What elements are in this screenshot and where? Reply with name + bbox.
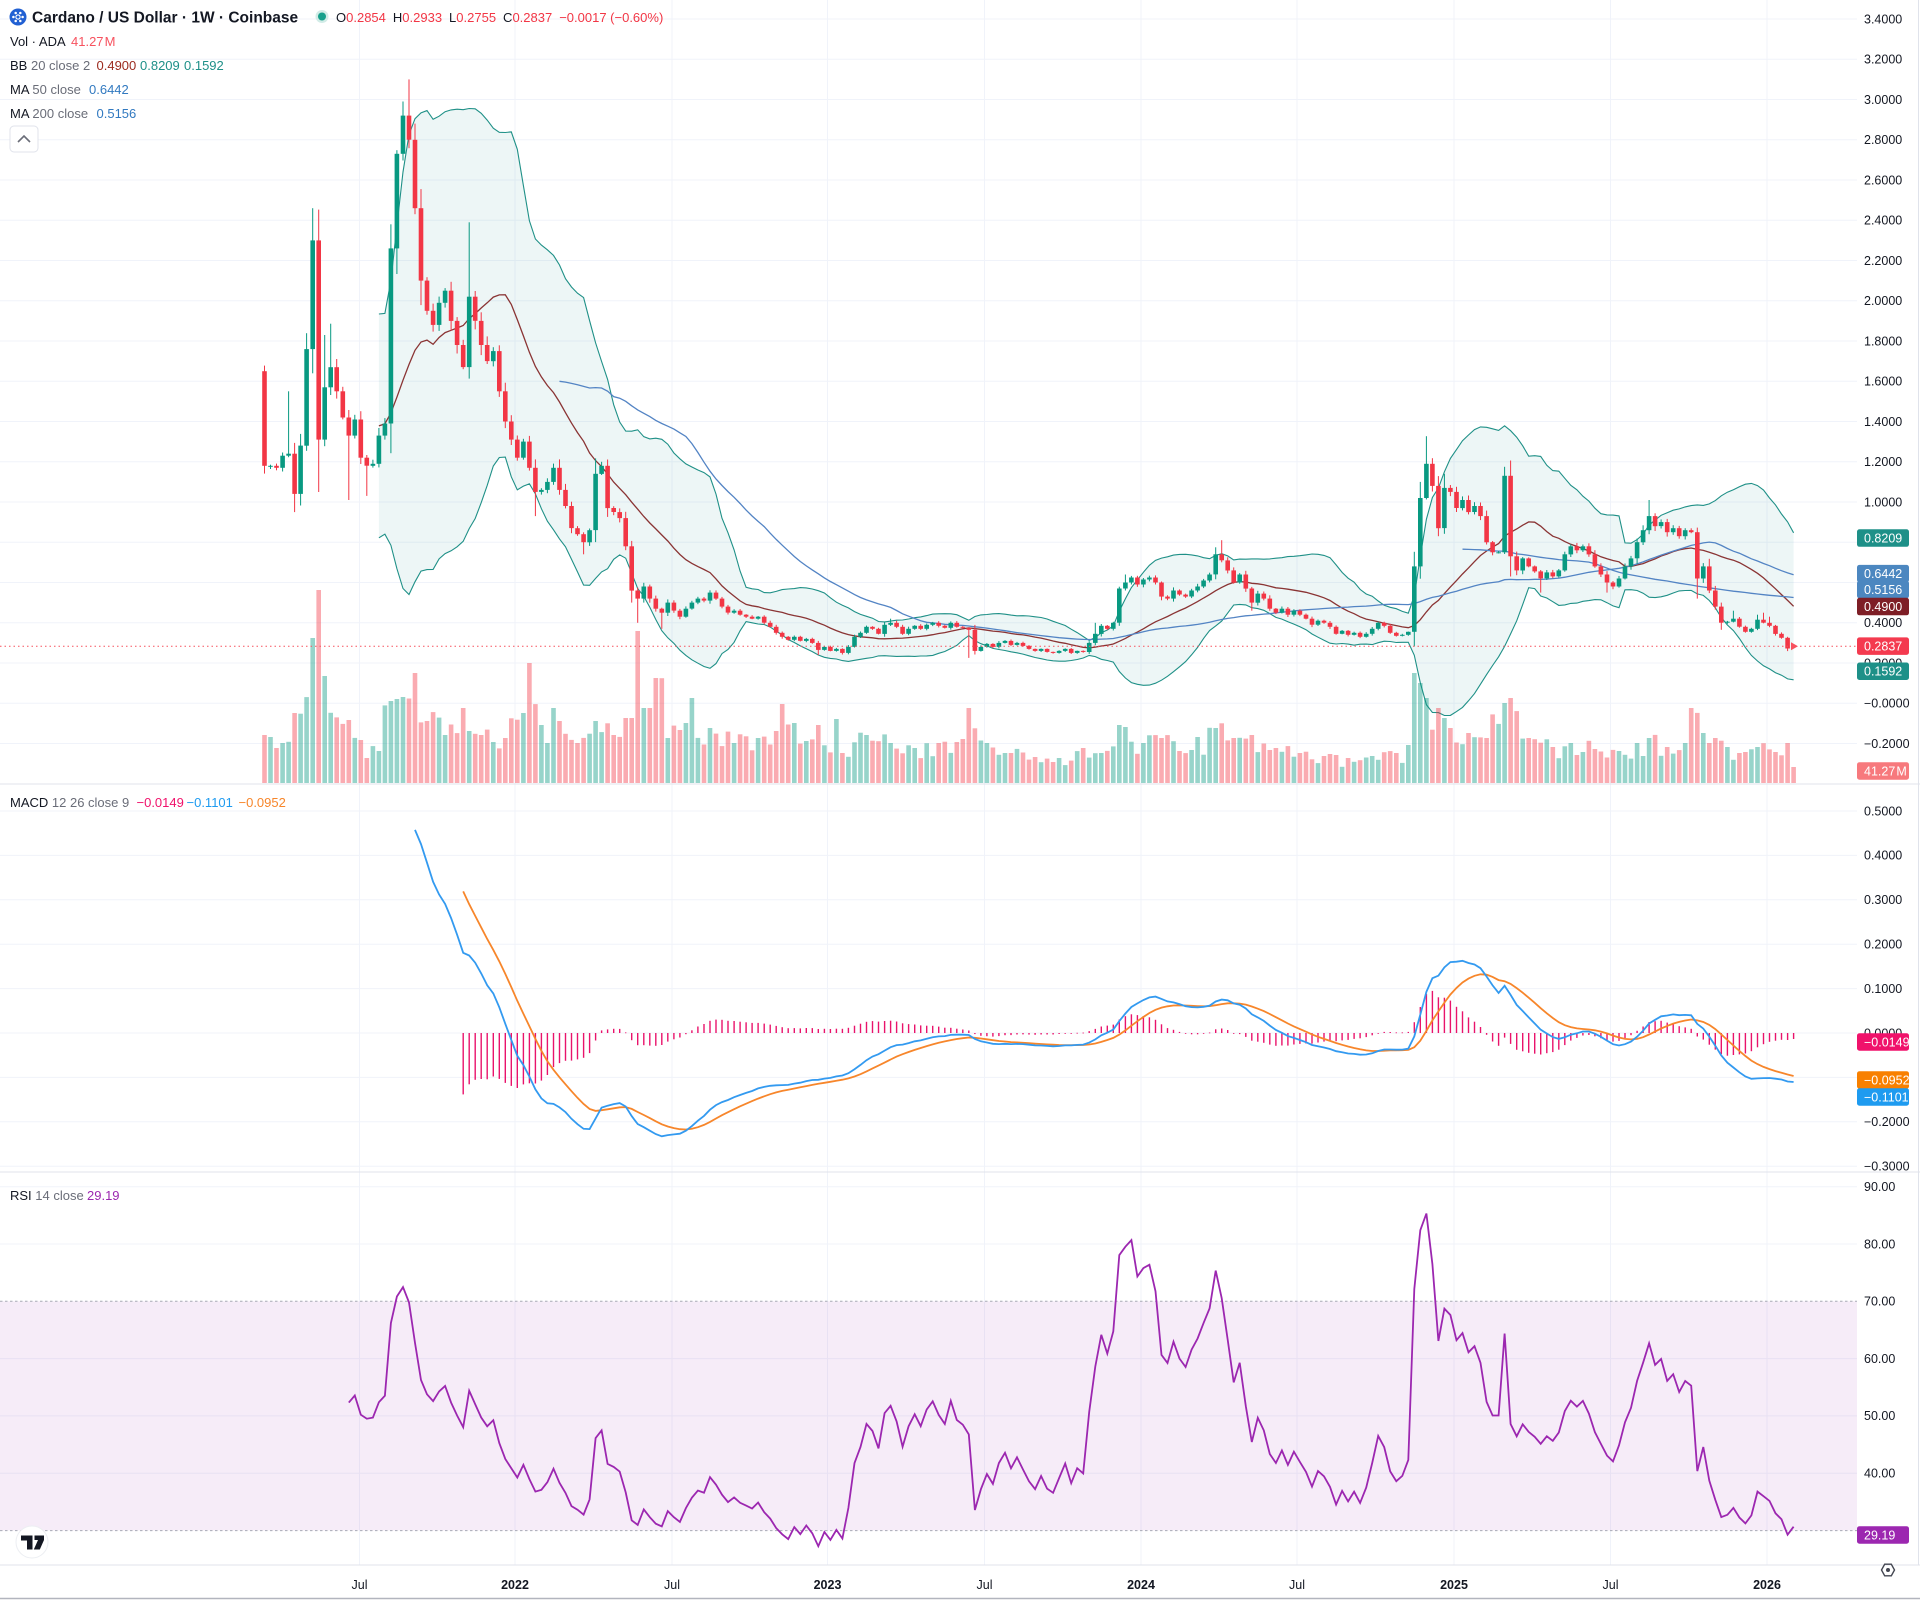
svg-text:41.27 M: 41.27 M: [1864, 764, 1907, 778]
svg-text:70.00: 70.00: [1864, 1295, 1895, 1309]
svg-text:−0.0000: −0.0000: [1864, 697, 1910, 711]
svg-text:MA 50 close: MA 50 close: [10, 82, 81, 97]
svg-text:0.4000: 0.4000: [1864, 849, 1902, 863]
svg-text:0.1592: 0.1592: [1864, 665, 1902, 679]
svg-text:2.4000: 2.4000: [1864, 214, 1902, 228]
svg-text:0.5156: 0.5156: [1864, 583, 1902, 597]
svg-text:2022: 2022: [501, 1578, 529, 1592]
svg-text:0.4900: 0.4900: [1864, 600, 1902, 614]
svg-text:Jul: Jul: [664, 1578, 680, 1592]
svg-text:−0.3000: −0.3000: [1864, 1160, 1910, 1174]
svg-text:−0.0952: −0.0952: [239, 795, 286, 810]
svg-text:0.5000: 0.5000: [1864, 804, 1902, 818]
svg-text:0.3000: 0.3000: [1864, 893, 1902, 907]
svg-text:2026: 2026: [1753, 1578, 1781, 1592]
svg-text:−0.1101: −0.1101: [187, 795, 233, 810]
svg-text:29.19: 29.19: [87, 1188, 120, 1203]
svg-text:3.4000: 3.4000: [1864, 12, 1902, 26]
svg-text:0.8209: 0.8209: [1864, 531, 1902, 545]
svg-text:1.6000: 1.6000: [1864, 375, 1902, 389]
svg-text:−0.0149: −0.0149: [137, 795, 184, 810]
svg-text:−0.0149: −0.0149: [1864, 1035, 1910, 1049]
svg-text:BB 20 close 2: BB 20 close 2: [10, 58, 90, 73]
svg-text:0.6442: 0.6442: [1864, 567, 1902, 581]
svg-text:1.0000: 1.0000: [1864, 495, 1902, 509]
svg-text:0.4900: 0.4900: [97, 58, 137, 73]
svg-text:0.2000: 0.2000: [1864, 938, 1902, 952]
svg-text:MA 200 close: MA 200 close: [10, 106, 88, 121]
svg-text:0.1592: 0.1592: [184, 58, 224, 73]
svg-text:Jul: Jul: [1289, 1578, 1305, 1592]
svg-text:0.8209: 0.8209: [140, 58, 180, 73]
svg-text:3.2000: 3.2000: [1864, 53, 1902, 67]
svg-text:90.00: 90.00: [1864, 1180, 1895, 1194]
svg-text:60.00: 60.00: [1864, 1352, 1895, 1366]
svg-text:Jul: Jul: [977, 1578, 993, 1592]
svg-text:1.2000: 1.2000: [1864, 455, 1902, 469]
svg-text:0.6442: 0.6442: [89, 82, 129, 97]
svg-text:2024: 2024: [1127, 1578, 1155, 1592]
svg-text:40.00: 40.00: [1864, 1467, 1895, 1481]
svg-text:MACD 12 26 close 9: MACD 12 26 close 9: [10, 795, 129, 810]
svg-text:2025: 2025: [1440, 1578, 1468, 1592]
svg-text:0.2837: 0.2837: [1864, 640, 1902, 654]
svg-text:−0.2000: −0.2000: [1864, 737, 1910, 751]
svg-text:29.19: 29.19: [1864, 1528, 1895, 1542]
svg-text:0.4000: 0.4000: [1864, 616, 1902, 630]
svg-text:−0.1101: −0.1101: [1864, 1090, 1909, 1104]
svg-text:0.1000: 0.1000: [1864, 982, 1902, 996]
svg-text:2.8000: 2.8000: [1864, 133, 1902, 147]
svg-text:0.5156: 0.5156: [97, 106, 137, 121]
svg-text:−0.0952: −0.0952: [1864, 1073, 1910, 1087]
svg-text:Jul: Jul: [352, 1578, 368, 1592]
svg-text:2.2000: 2.2000: [1864, 254, 1902, 268]
svg-text:−0.2000: −0.2000: [1864, 1115, 1910, 1129]
svg-text:1.8000: 1.8000: [1864, 334, 1902, 348]
svg-text:80.00: 80.00: [1864, 1237, 1895, 1251]
svg-text:3.0000: 3.0000: [1864, 93, 1902, 107]
svg-text:50.00: 50.00: [1864, 1409, 1895, 1423]
svg-text:2.6000: 2.6000: [1864, 173, 1902, 187]
svg-text:Jul: Jul: [1603, 1578, 1619, 1592]
svg-text:RSI 14 close: RSI 14 close: [10, 1188, 84, 1203]
svg-text:Cardano / US Dollar · 1W · Coi: Cardano / US Dollar · 1W · Coinbase: [32, 10, 298, 27]
svg-text:41.27 M: 41.27 M: [71, 34, 115, 49]
svg-text:2.0000: 2.0000: [1864, 294, 1902, 308]
svg-text:2023: 2023: [814, 1578, 842, 1592]
svg-text:1.4000: 1.4000: [1864, 415, 1902, 429]
svg-text:Vol · ADA: Vol · ADA: [10, 34, 66, 49]
